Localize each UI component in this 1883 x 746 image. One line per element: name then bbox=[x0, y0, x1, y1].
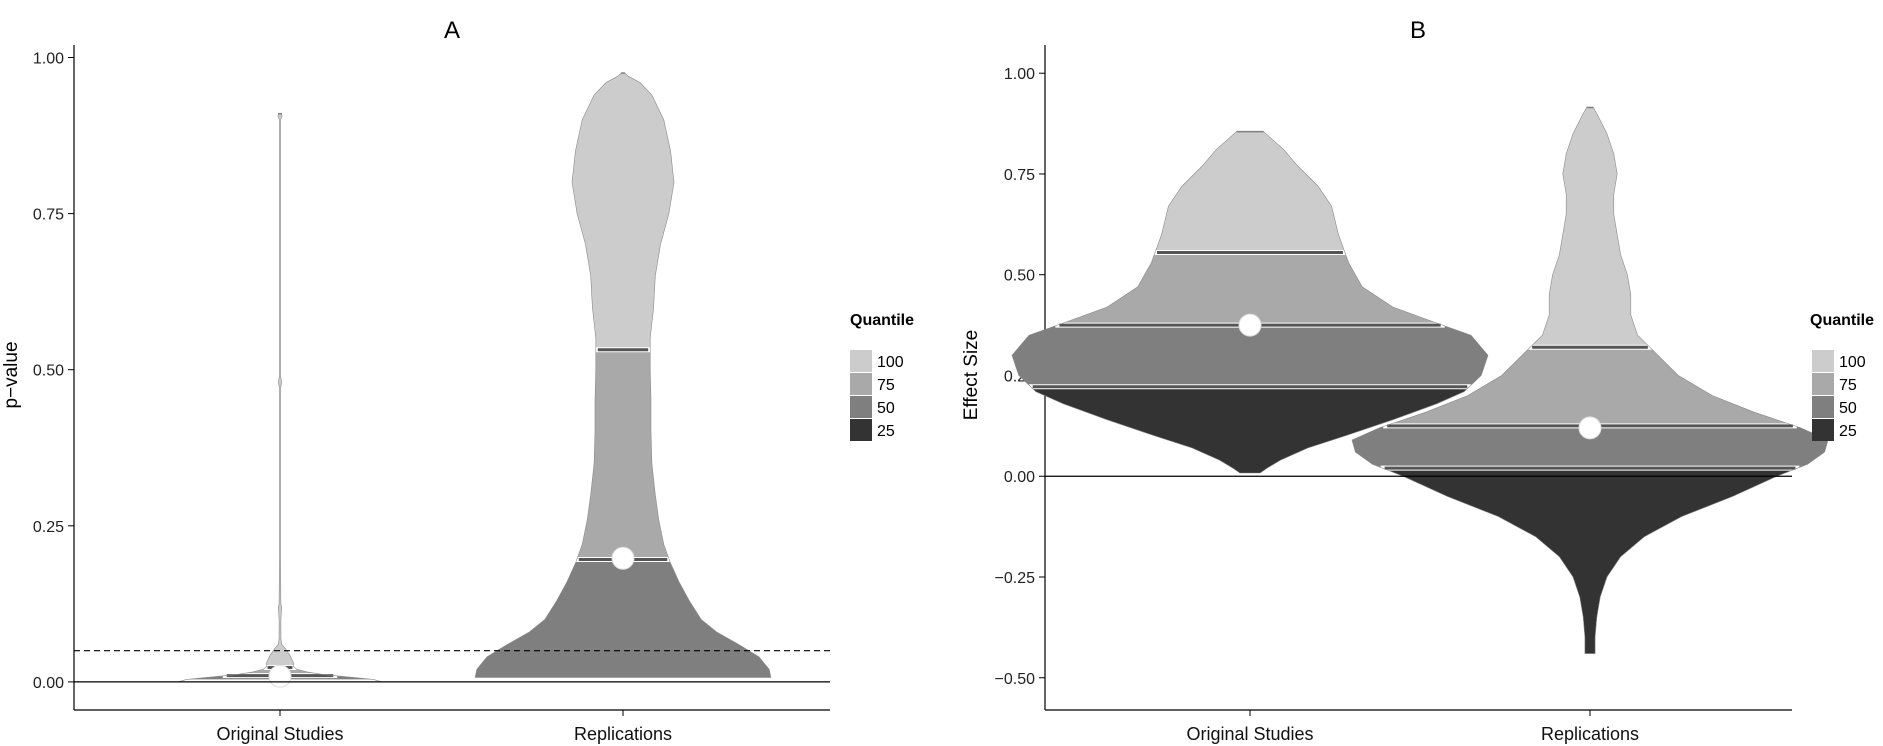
panel-a-legend-swatch-100 bbox=[850, 350, 872, 372]
panel-b-x-tick-label: Replications bbox=[1541, 724, 1639, 744]
panel-b-y-axis-title: Effect Size bbox=[961, 330, 982, 420]
panel-b-y-tick-label: 0.50 bbox=[1004, 268, 1035, 285]
panel-b-x-tick-label: Original Studies bbox=[1186, 724, 1313, 744]
panel-b-y-tick-label: −0.25 bbox=[995, 570, 1036, 587]
panel-a-legend-swatch-50 bbox=[850, 396, 872, 418]
panel-b-mean-point bbox=[1238, 313, 1262, 337]
panel-a-x-tick-label: Original Studies bbox=[216, 724, 343, 744]
panel-b-mean-point bbox=[1578, 416, 1602, 440]
panel-b-violin-outline bbox=[1011, 131, 1489, 474]
panel-b: B Effect Size −0.50−0.250.000.250.500.75… bbox=[961, 17, 1874, 744]
panel-a: A p−value 0.00 0.25 0.50 0.75 1.00 Original S… bbox=[1, 17, 914, 744]
panel-b-violin-original-q50 bbox=[1012, 325, 1488, 387]
panel-b-legend-swatch-75 bbox=[1812, 373, 1834, 395]
panel-a-violin-original-q100 bbox=[265, 113, 295, 668]
panel-a-mean-point bbox=[611, 546, 635, 570]
panel-b-legend-swatch-25 bbox=[1812, 419, 1834, 441]
panel-b-violin-original-q75 bbox=[1057, 252, 1443, 326]
panel-a-legend-swatch-75 bbox=[850, 373, 872, 395]
panel-b-legend-swatch-50 bbox=[1812, 396, 1834, 418]
panel-a-mean-point bbox=[268, 664, 292, 688]
panel-a-y-tick-label: 0.00 bbox=[33, 675, 64, 692]
panel-b-violin-original-q100 bbox=[1155, 131, 1345, 253]
panel-a-y-tick-label: 0.75 bbox=[33, 207, 64, 224]
panel-b-y-tick-label: 1.00 bbox=[1004, 66, 1035, 83]
panel-b-legend-label-50: 50 bbox=[1839, 400, 1857, 417]
panel-a-violin-replications-q75 bbox=[576, 349, 670, 560]
panel-b-violin-replications-q100 bbox=[1530, 107, 1650, 348]
panel-a-violin-replications-q100 bbox=[572, 73, 674, 350]
panel-a-legend-swatch-25 bbox=[850, 419, 872, 441]
panel-b-y-tick-label: 0.75 bbox=[1004, 167, 1035, 184]
panel-b-y-tick-label: −0.50 bbox=[995, 671, 1036, 688]
panel-a-y-tick-label: 1.00 bbox=[33, 50, 64, 67]
panel-b-legend: Quantile 100 75 50 25 bbox=[1810, 312, 1874, 441]
panel-b-legend-label-25: 25 bbox=[1839, 423, 1857, 440]
panel-a-legend-label-75: 75 bbox=[877, 377, 895, 394]
panel-a-legend: Quantile 100 75 50 25 bbox=[850, 312, 914, 441]
panel-a-violin-outline bbox=[474, 72, 772, 678]
panel-b-title: B bbox=[1410, 17, 1426, 44]
panel-b-legend-title: Quantile bbox=[1810, 312, 1874, 329]
panel-b-legend-label-100: 100 bbox=[1839, 354, 1866, 371]
panel-b-violin-outline bbox=[1351, 107, 1829, 654]
panel-a-y-axis-title: p−value bbox=[1, 341, 22, 408]
panel-b-legend-swatch-100 bbox=[1812, 350, 1834, 372]
panel-b-violin-replications-q25 bbox=[1382, 468, 1798, 654]
panel-b-y-tick-label: 0.00 bbox=[1004, 469, 1035, 486]
panel-a-violin-replications-q50 bbox=[475, 559, 771, 678]
panel-a-plot-area: 0.00 0.25 0.50 0.75 1.00 Original Studies Repl… bbox=[33, 45, 830, 744]
panel-a-legend-label-25: 25 bbox=[877, 423, 895, 440]
panel-a-legend-label-100: 100 bbox=[877, 354, 904, 371]
panel-b-violin-replications-q75 bbox=[1385, 347, 1795, 426]
panel-a-y-tick-label: 0.50 bbox=[33, 363, 64, 380]
panel-a-legend-label-50: 50 bbox=[877, 400, 895, 417]
panel-a-x-tick-label: Replications bbox=[574, 724, 672, 744]
panel-a-violin-outline bbox=[177, 113, 383, 683]
panel-b-violin-replications-q50 bbox=[1352, 425, 1828, 469]
panel-a-legend-title: Quantile bbox=[850, 312, 914, 329]
panel-b-violin-original-q25 bbox=[1030, 386, 1470, 473]
panel-a-y-tick-label: 0.25 bbox=[33, 519, 64, 536]
panel-a-title: A bbox=[444, 17, 460, 44]
panel-b-legend-label-75: 75 bbox=[1839, 377, 1857, 394]
